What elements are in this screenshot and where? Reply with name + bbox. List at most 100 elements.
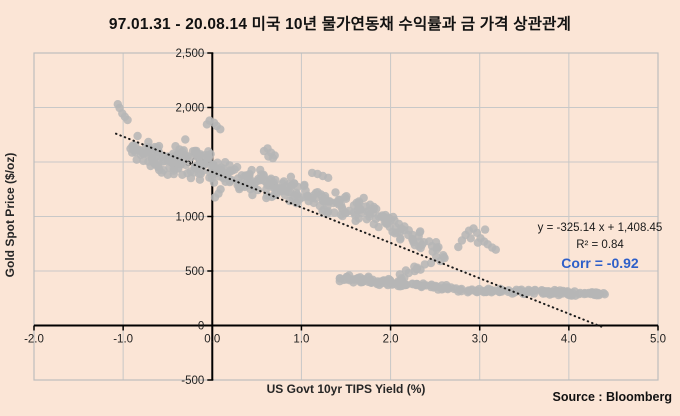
scatter-point [290, 179, 299, 188]
scatter-point [131, 145, 140, 154]
scatter-point [454, 242, 463, 252]
scatter-point [457, 284, 466, 294]
scatter-point [304, 197, 313, 206]
y-tick-label: 1,000 [176, 212, 205, 224]
x-tick-label: 3.0 [472, 334, 488, 346]
scatter-point [315, 201, 324, 211]
scatter-point [245, 171, 254, 180]
scatter-point [144, 157, 153, 166]
y-tick-label: 2,500 [176, 48, 205, 60]
scatter-point [331, 188, 340, 197]
y-tick-label: -500 [181, 375, 204, 387]
scatter-point [592, 291, 601, 300]
scatter-point [268, 154, 278, 163]
scatter-point [473, 238, 483, 247]
scatter-point [363, 207, 372, 216]
scatter-point [200, 151, 210, 160]
scatter-point [217, 163, 226, 172]
scatter-point [207, 174, 217, 183]
scatter-point [323, 209, 332, 218]
scatter-point [194, 169, 204, 178]
scatter-point [545, 289, 555, 298]
scatter-point [321, 196, 330, 206]
scatter-point [372, 278, 382, 287]
x-tick-label: 5.0 [650, 334, 666, 346]
scatter-point [226, 176, 235, 185]
scatter-point [566, 291, 576, 300]
scatter-point [427, 242, 437, 251]
scatter-point [338, 205, 347, 214]
scatter-point [395, 270, 404, 279]
scatter-point [340, 193, 350, 202]
scatter-point [233, 174, 243, 183]
scatter-point [179, 146, 188, 155]
scatter-point [396, 234, 405, 243]
scatter-point [271, 175, 280, 185]
scatter-point [214, 189, 223, 198]
scatter-point [356, 205, 365, 214]
scatter-point [396, 227, 405, 237]
scatter-point [351, 211, 360, 220]
scatter-point [401, 280, 411, 289]
x-tick-label: -2.0 [24, 334, 44, 346]
scatter-point [172, 158, 181, 168]
equation-text: y = -325.14 x + 1,408.45 [537, 222, 663, 234]
scatter-point [480, 225, 490, 234]
y-tick-label: 0 [198, 321, 204, 333]
scatter-point [181, 135, 190, 144]
scatter-point [155, 151, 164, 161]
scatter-point [230, 165, 239, 174]
scatter-point [495, 287, 504, 296]
scatter-point [183, 152, 192, 161]
scatter-point [330, 208, 339, 217]
scatter-point [371, 214, 381, 224]
scatter-point [408, 235, 417, 244]
r-squared-text: R² = 0.84 [576, 238, 624, 251]
scatter-point [178, 170, 187, 179]
x-tick-label: 2.0 [383, 334, 399, 346]
scatter-point [150, 158, 160, 168]
scatter-point [374, 222, 383, 232]
scatter-point [342, 275, 351, 284]
scatter-point [416, 265, 425, 274]
plot-border [33, 52, 659, 381]
scatter-point [248, 181, 257, 190]
scatter-point [349, 201, 359, 210]
scatter-point [466, 234, 475, 243]
scatter-point [416, 227, 425, 236]
scatter-point [181, 160, 190, 170]
scatter-point [123, 115, 132, 125]
scatter-point [216, 125, 225, 134]
scatter-point [255, 175, 264, 184]
scatter-point [427, 280, 436, 289]
regression-annotation: y = -325.14 x + 1,408.45 R² = 0.84 Corr … [512, 220, 680, 274]
source-credit: Source : Bloomberg [552, 390, 672, 404]
y-tick-label: 2,000 [176, 103, 205, 115]
scatter-point [600, 290, 609, 299]
scatter-point [475, 284, 484, 294]
scatter-point [517, 287, 526, 297]
scatter-point [200, 160, 209, 169]
scatter-point [316, 190, 326, 199]
scatter-point [359, 193, 368, 203]
scatter-point [537, 286, 546, 295]
scatter-point [439, 251, 448, 260]
y-axis-title: Gold Spot Price ($/oz) [3, 152, 17, 278]
scatter-point [285, 187, 295, 196]
scatter-point [190, 146, 200, 156]
correlation-text: Corr = -0.92 [561, 255, 639, 272]
scatter-point [437, 281, 447, 290]
scatter-point [491, 245, 500, 254]
scatter-point [324, 173, 333, 182]
scatter-point [335, 274, 345, 283]
x-tick-label: 1.0 [293, 334, 309, 346]
scatter-point [358, 276, 367, 285]
scatter-point [277, 184, 287, 193]
scatter-point [133, 131, 142, 141]
scatter-point [413, 280, 422, 290]
y-tick-label: 500 [185, 266, 204, 278]
scatter-point [386, 216, 395, 225]
scatter-point [404, 268, 413, 278]
x-axis-title: US Govt 10yr TIPS Yield (%) [266, 382, 426, 396]
